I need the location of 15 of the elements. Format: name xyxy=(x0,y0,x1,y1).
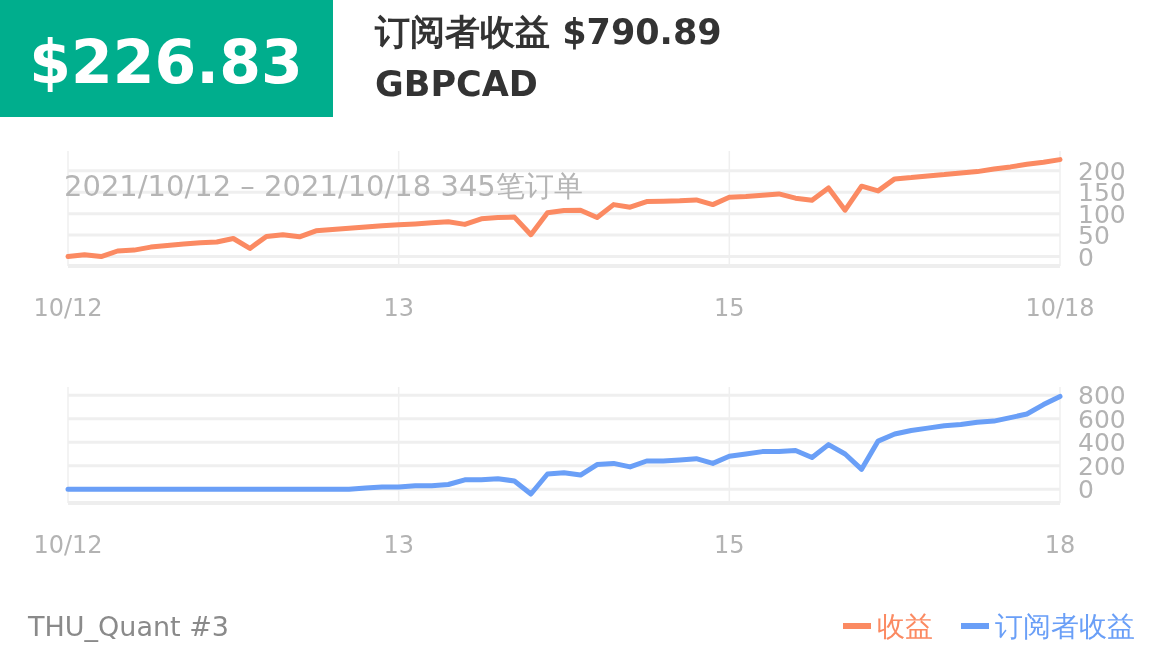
text: $226.83 xyxy=(29,27,303,97)
x-tick-label: 10/12 xyxy=(33,531,103,559)
x-tick-label: 10/12 xyxy=(33,294,103,322)
x-tick-label: 15 xyxy=(714,294,745,322)
x-tick-label: 18 xyxy=(1044,531,1076,559)
x-tick-label: 10/18 xyxy=(1025,294,1095,322)
chart-subtitle: GBPCAD xyxy=(375,64,538,104)
annotation: 2021/10/12 – 2021/10/18 345笔订单 xyxy=(64,169,583,203)
legend-label: 收益 xyxy=(877,610,933,643)
x-tick-label: 13 xyxy=(383,531,414,559)
x-tick-label: 13 xyxy=(383,294,414,322)
x-tick-label: 15 xyxy=(714,531,745,559)
text: THU_Quant #3 xyxy=(27,611,230,642)
legend-label: 订阅者收益 xyxy=(995,610,1135,643)
chart-title: 订阅者收益 $790.89 xyxy=(374,12,722,52)
